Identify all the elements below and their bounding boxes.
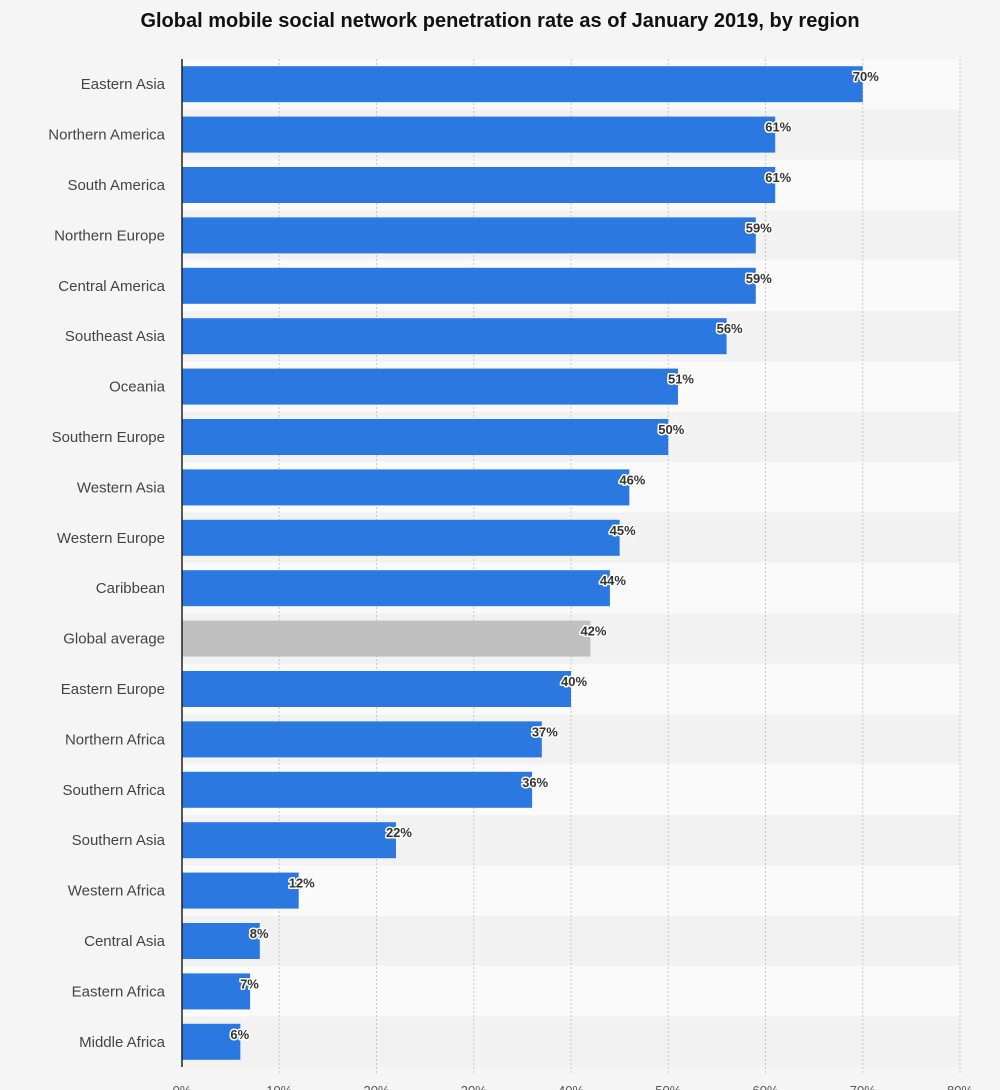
category-label-oceania: Oceania [109, 379, 166, 396]
value-labels: 70% 61% 61% 59% 59% 56% 51% 50% 46% 45% 44% 42% 40% 3… [229, 68, 881, 1044]
value-label-eastern-europe: 40% [561, 674, 587, 689]
category-label-southern-africa: Southern Africa [62, 782, 165, 799]
category-label-eastern-asia: Eastern Asia [81, 76, 166, 93]
bar-southern-africa[interactable] [182, 771, 533, 808]
value-label-northern-america: 61% [765, 120, 791, 135]
bar-western-europe[interactable] [182, 519, 620, 556]
value-label-central-america: 59% [746, 271, 772, 286]
category-label-global-average: Global average [63, 631, 165, 648]
bar-northern-africa[interactable] [182, 721, 542, 758]
x-tick-labels: 0% 10% 20% 30% 40% 50% 60% 70% 80% [173, 1083, 974, 1090]
bar-eastern-asia[interactable] [182, 66, 863, 103]
x-tick-50: 50% [655, 1083, 681, 1090]
bar-western-africa[interactable] [182, 872, 299, 909]
value-label-global-average: 42% [580, 624, 606, 639]
category-labels: Eastern Asia Northern America South Americ… [48, 76, 165, 1051]
bars [182, 66, 863, 1060]
value-label-eastern-africa: 7% [240, 976, 259, 991]
category-label-central-america: Central America [58, 278, 165, 295]
bar-central-america[interactable] [182, 267, 756, 304]
category-label-western-europe: Western Europe [57, 530, 165, 547]
category-label-south-america: South America [67, 177, 165, 194]
category-label-western-africa: Western Africa [68, 883, 166, 900]
chart-title: Global mobile social network penetration… [140, 10, 860, 32]
x-tick-80: 80% [947, 1083, 973, 1090]
value-label-western-europe: 45% [610, 523, 636, 538]
bar-western-asia[interactable] [182, 469, 630, 506]
bar-oceania[interactable] [182, 368, 678, 405]
bar-northern-europe[interactable] [182, 217, 756, 254]
bar-south-america[interactable] [182, 167, 776, 203]
value-label-western-asia: 46% [619, 472, 645, 487]
bar-global-average[interactable] [182, 620, 591, 657]
bar-central-asia[interactable] [182, 923, 260, 959]
value-label-southern-europe: 50% [658, 422, 684, 437]
category-label-northern-europe: Northern Europe [54, 227, 165, 244]
category-label-southern-europe: Southern Europe [52, 429, 165, 446]
bar-middle-africa[interactable] [182, 1023, 241, 1060]
value-label-oceania: 51% [668, 372, 694, 387]
category-label-eastern-europe: Eastern Europe [61, 681, 165, 698]
x-tick-60: 60% [752, 1083, 778, 1090]
category-label-caribbean: Caribbean [96, 580, 165, 597]
bar-southern-asia[interactable] [182, 822, 396, 859]
x-tick-20: 20% [363, 1083, 389, 1090]
value-label-northern-africa: 37% [532, 724, 558, 739]
value-label-southern-asia: 22% [386, 825, 412, 840]
category-label-western-asia: Western Asia [77, 479, 166, 496]
value-label-caribbean: 44% [600, 573, 626, 588]
value-label-southeast-asia: 56% [717, 321, 743, 336]
category-label-northern-america: Northern America [48, 127, 165, 144]
category-label-eastern-africa: Eastern Africa [72, 983, 166, 1000]
bar-caribbean[interactable] [182, 570, 610, 607]
bar-southern-europe[interactable] [182, 419, 669, 455]
bar-eastern-africa[interactable] [182, 973, 251, 1010]
category-label-southeast-asia: Southeast Asia [65, 328, 166, 345]
x-tick-30: 30% [461, 1083, 487, 1090]
value-label-northern-europe: 59% [746, 220, 772, 235]
category-label-middle-africa: Middle Africa [79, 1034, 166, 1051]
category-label-southern-asia: Southern Asia [72, 832, 166, 849]
bar-eastern-europe[interactable] [182, 671, 571, 707]
bar-northern-america[interactable] [182, 116, 776, 153]
x-tick-70: 70% [850, 1083, 876, 1090]
category-label-northern-africa: Northern Africa [65, 731, 166, 748]
x-tick-10: 10% [266, 1083, 292, 1090]
value-label-southern-africa: 36% [522, 775, 548, 790]
x-tick-0: 0% [173, 1083, 192, 1090]
value-label-middle-africa: 6% [230, 1027, 249, 1042]
value-label-western-africa: 12% [289, 876, 315, 891]
bar-southeast-asia[interactable] [182, 318, 727, 355]
value-label-south-america: 61% [765, 170, 791, 185]
value-label-eastern-asia: 70% [853, 69, 879, 84]
category-label-central-asia: Central Asia [84, 933, 166, 950]
x-tick-40: 40% [558, 1083, 584, 1090]
value-label-central-asia: 8% [250, 926, 269, 941]
